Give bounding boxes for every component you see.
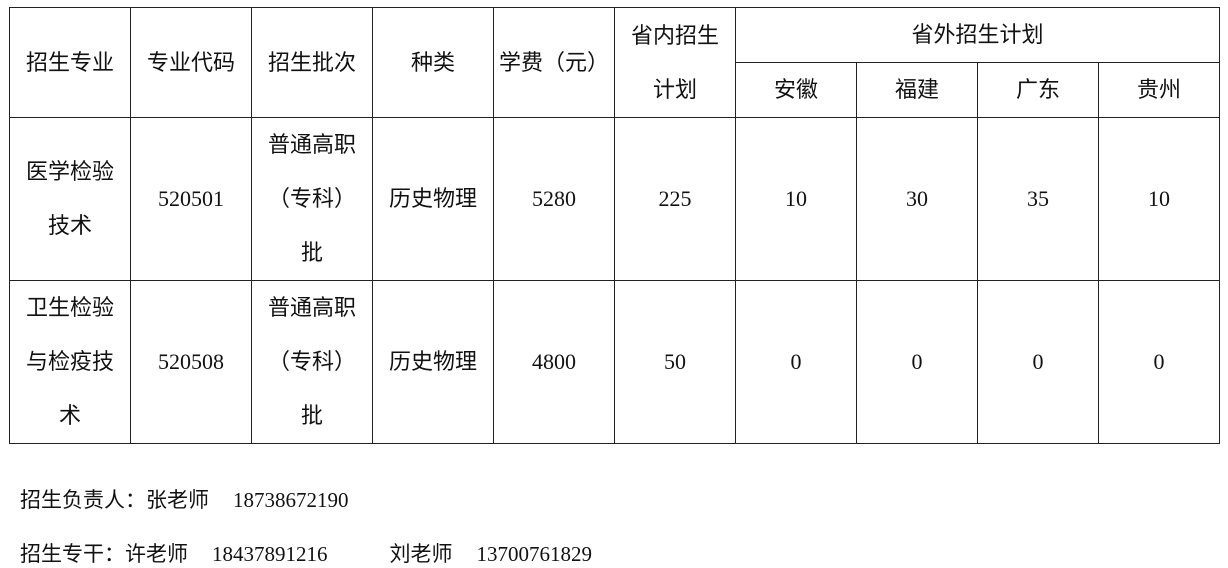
staff-label: 招生专干： bbox=[20, 542, 125, 566]
cell-category: 历史物理 bbox=[372, 280, 494, 444]
header-major: 招生专业 bbox=[9, 7, 131, 118]
lead-contact: 招生负责人：张老师 18738672190 bbox=[20, 484, 349, 514]
cell-out: 0 bbox=[735, 280, 857, 444]
line: 批 bbox=[300, 403, 323, 428]
lead-name: 张老师 bbox=[146, 488, 209, 512]
cell-out: 0 bbox=[1097, 280, 1221, 444]
header-in-province: 省内招生 计划 bbox=[614, 7, 736, 118]
line: 普通高职 bbox=[267, 295, 356, 320]
cell-out: 30 bbox=[856, 117, 978, 281]
staff2-phone: 13700761829 bbox=[476, 542, 593, 566]
header-province: 福建 bbox=[856, 62, 978, 118]
staff1-name: 许老师 bbox=[125, 542, 188, 566]
cell-category: 历史物理 bbox=[372, 117, 494, 281]
staff-contact: 招生专干：许老师 18437891216 刘老师 13700761829 bbox=[20, 538, 592, 568]
cell-out: 35 bbox=[977, 117, 1099, 281]
cell-code: 520501 bbox=[130, 117, 252, 281]
table-row: 卫生检验 与检疫技术 520508 普通高职 （专科）批 历史物理 4800 50 … bbox=[9, 280, 1221, 444]
lead-phone: 18738672190 bbox=[233, 488, 349, 512]
staff2-name: 刘老师 bbox=[389, 542, 453, 566]
line: （专科） bbox=[267, 349, 356, 374]
header-category: 种类 bbox=[372, 7, 494, 118]
header-out-province: 省外招生计划 bbox=[734, 7, 1221, 63]
line: 卫生检验 bbox=[25, 295, 114, 320]
cell-major: 医学检验 技术 bbox=[9, 117, 131, 281]
line: 术 bbox=[58, 403, 81, 428]
cell-batch: 普通高职 （专科） 批 bbox=[251, 280, 373, 444]
header-province: 贵州 bbox=[1097, 62, 1221, 118]
cell-out: 0 bbox=[856, 280, 978, 444]
header-in-province-line: 计划 bbox=[652, 76, 697, 102]
header-row: 招生专业 专业代码 招生批次 种类 学费（元） 省内招生计划 省外招生计划 bbox=[9, 7, 1221, 118]
enrollment-plan-table: 招生专业 专业代码 招生批次 种类 学费（元） 省内招生计划 省外招生计划 安徽… bbox=[9, 7, 1221, 444]
staff1-phone: 18437891216 bbox=[212, 542, 328, 566]
line: 批 bbox=[300, 240, 323, 265]
lead-label: 招生负责人： bbox=[20, 488, 146, 512]
cell-in-province: 50 bbox=[614, 280, 736, 444]
cell-out: 0 bbox=[977, 280, 1099, 444]
header-in-province-line: 省内招生 bbox=[630, 22, 719, 48]
cell-tuition: 5280 bbox=[493, 117, 615, 281]
header-province: 安徽 bbox=[735, 62, 857, 118]
line: 医学检验 bbox=[25, 159, 114, 184]
line: 普通高职 bbox=[267, 132, 356, 157]
header-code: 专业代码 bbox=[130, 7, 252, 118]
header-province: 广东 bbox=[977, 62, 1099, 118]
cell-major: 卫生检验 与检疫技术 bbox=[9, 280, 131, 444]
cell-out: 10 bbox=[1097, 117, 1221, 281]
cell-tuition: 4800 bbox=[493, 280, 615, 444]
table-row: 医学检验技术 520501 普通高职 （专科） 批 历史物理 5280 225 10… bbox=[9, 117, 1221, 281]
cell-in-province: 225 bbox=[614, 117, 736, 281]
line: （专科） bbox=[267, 186, 356, 211]
cell-batch: 普通高职 （专科） 批 bbox=[251, 117, 373, 281]
header-tuition: 学费（元） bbox=[493, 7, 615, 118]
cell-out: 10 bbox=[735, 117, 857, 281]
line: 与检疫技 bbox=[25, 349, 114, 374]
header-batch: 招生批次 bbox=[251, 7, 373, 118]
line: 技术 bbox=[47, 213, 92, 238]
cell-code: 520508 bbox=[130, 280, 252, 444]
